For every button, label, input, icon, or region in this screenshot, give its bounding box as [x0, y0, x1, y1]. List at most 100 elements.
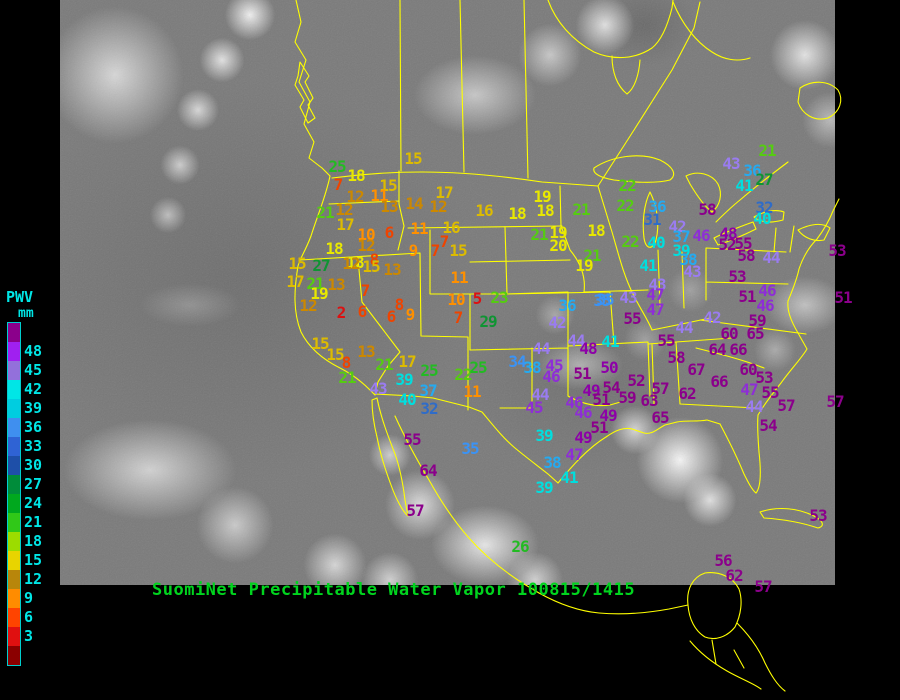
station-pwv-value: 27	[312, 256, 330, 276]
station-pwv-value: 18	[536, 201, 554, 221]
station-pwv-value: 54	[759, 416, 777, 436]
station-pwv-value: 12	[346, 187, 364, 207]
station-pwv-value: 51	[590, 418, 608, 438]
station-pwv-value: 38	[543, 453, 561, 473]
legend-unit: mm	[18, 306, 34, 321]
station-pwv-value: 62	[678, 384, 696, 404]
station-pwv-value: 25	[328, 157, 346, 177]
station-pwv-value: 19	[549, 223, 567, 243]
station-pwv-value: 22	[621, 232, 639, 252]
station-pwv-value: 51	[834, 288, 852, 308]
station-pwv-value: 39	[672, 241, 690, 261]
station-pwv-value: 48	[579, 339, 597, 359]
station-pwv-value: 44	[762, 248, 780, 268]
station-pwv-value: 10	[447, 290, 465, 310]
station-pwv-value: 18	[325, 239, 343, 259]
station-pwv-value: 63	[640, 391, 658, 411]
station-pwv-value: 58	[737, 246, 755, 266]
legend-tick-label: 3	[24, 627, 34, 645]
station-pwv-value: 64	[708, 340, 726, 360]
station-pwv-value: 39	[535, 426, 553, 446]
station-pwv-value: 44	[532, 339, 550, 359]
legend-tick-label: 9	[24, 589, 34, 607]
station-pwv-value: 15	[311, 334, 329, 354]
station-pwv-value: 13	[357, 342, 375, 362]
station-pwv-value: 60	[720, 324, 738, 344]
station-pwv-value: 57	[826, 392, 844, 412]
station-pwv-value: 18	[346, 253, 364, 273]
station-pwv-value: 44	[567, 331, 585, 351]
station-pwv-value: 59	[618, 388, 636, 408]
station-pwv-value: 22	[616, 196, 634, 216]
station-pwv-value: 7	[439, 232, 450, 252]
station-pwv-value: 66	[710, 372, 728, 392]
station-pwv-value: 21	[338, 368, 356, 388]
station-pwv-value: 59	[748, 311, 766, 331]
station-pwv-value: 17	[286, 272, 304, 292]
station-pwv-value: 15	[404, 149, 422, 169]
legend-tick-label: 12	[24, 570, 43, 588]
station-pwv-value: 27	[755, 170, 773, 190]
station-pwv-value: 40	[647, 233, 665, 253]
station-pwv-value: 35	[461, 439, 479, 459]
station-pwv-value: 39	[395, 370, 413, 390]
station-pwv-value: 7	[360, 281, 371, 301]
legend-tick-label: 33	[24, 437, 43, 455]
station-pwv-value: 53	[809, 506, 827, 526]
station-pwv-value: 21	[306, 274, 324, 294]
station-pwv-value: 15	[449, 241, 467, 261]
legend-swatch	[8, 532, 20, 551]
station-pwv-value: 55	[623, 309, 641, 329]
station-pwv-value: 46	[542, 367, 560, 387]
legend-swatch	[8, 589, 20, 608]
legend-swatch	[8, 437, 20, 456]
station-pwv-value: 47	[646, 285, 664, 305]
station-pwv-value: 5	[472, 289, 483, 309]
station-pwv-value: 22	[454, 365, 472, 385]
station-pwv-value: 67	[687, 360, 705, 380]
station-pwv-value: 8	[369, 250, 380, 270]
station-pwv-value: 23	[490, 288, 508, 308]
station-pwv-value: 25	[469, 358, 487, 378]
station-pwv-value: 15	[326, 345, 344, 365]
station-pwv-value: 51	[738, 287, 756, 307]
station-pwv-value: 52	[627, 371, 645, 391]
legend-tick-label: 21	[24, 513, 43, 531]
station-pwv-value: 17	[398, 352, 416, 372]
station-pwv-value: 44	[675, 318, 693, 338]
legend-swatch	[8, 399, 20, 418]
legend-swatch	[8, 323, 20, 342]
legend-tick-label: 45	[24, 361, 43, 379]
legend-tick-label: 18	[24, 532, 43, 550]
station-pwv-value: 16	[475, 201, 493, 221]
station-pwv-value: 36	[743, 161, 761, 181]
station-pwv-value: 21	[572, 200, 590, 220]
station-pwv-value: 46	[758, 281, 776, 301]
station-pwv-value: 16	[442, 218, 460, 238]
station-pwv-value: 31	[643, 210, 661, 230]
station-pwv-value: 20	[549, 236, 567, 256]
station-pwv-value: 9	[408, 241, 419, 261]
station-pwv-value: 41	[560, 468, 578, 488]
station-pwv-value: 11	[463, 382, 481, 402]
station-pwv-value: 21	[375, 355, 393, 375]
station-pwv-value: 46	[756, 296, 774, 316]
station-pwv-value: 7	[333, 175, 344, 195]
legend-swatch	[8, 418, 20, 437]
station-pwv-value: 57	[651, 379, 669, 399]
pwv-color-scale: PWV mm 48 45 42 39 36 33 30 27 24 21 18 15 12 9 6 3	[6, 288, 60, 666]
station-pwv-value: 25	[420, 361, 438, 381]
legend-swatch	[8, 361, 20, 380]
legend-tick-label: 24	[24, 494, 43, 512]
station-pwv-value: 34	[508, 352, 526, 372]
station-pwv-value: 32	[755, 198, 773, 218]
station-pwv-value: 44	[531, 385, 549, 405]
station-pwv-value: 17	[435, 183, 453, 203]
station-pwv-value: 36	[558, 296, 576, 316]
station-pwv-value: 47	[740, 380, 758, 400]
station-pwv-value: 48	[719, 224, 737, 244]
legend-swatch	[8, 627, 20, 646]
legend-swatch	[8, 646, 20, 665]
station-pwv-value: 45	[525, 398, 543, 418]
